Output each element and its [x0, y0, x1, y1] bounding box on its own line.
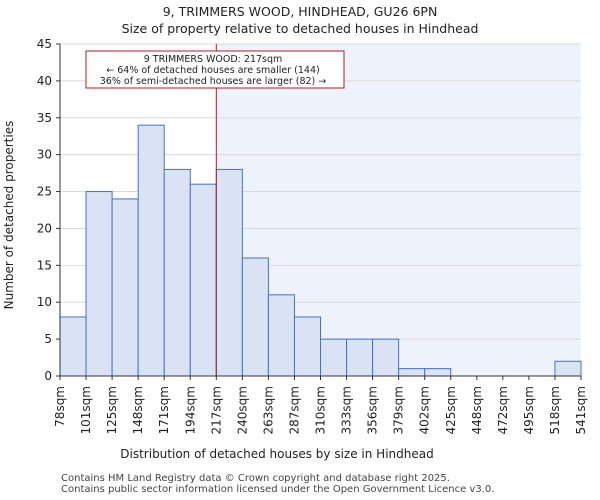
y-ticks: 0 5 10 15 20 25 30 35 40 45: [37, 37, 60, 383]
y-tick-label: 10: [37, 295, 52, 309]
x-tick-label: 148sqm: [131, 386, 145, 434]
footer-line-2: Contains public sector information licen…: [61, 484, 495, 495]
x-tick-label: 101sqm: [79, 386, 93, 434]
x-axis-label: Distribution of detached houses by size …: [120, 447, 433, 461]
x-tick-label: 263sqm: [261, 386, 275, 434]
x-tick-label: 217sqm: [209, 386, 223, 434]
chart-subtitle: Size of property relative to detached ho…: [121, 21, 479, 36]
bar: [398, 368, 426, 377]
y-tick-label: 30: [37, 148, 52, 162]
x-tick-label: 78sqm: [53, 386, 67, 427]
y-tick-label: 5: [44, 332, 52, 346]
footer-line-1: Contains HM Land Registry data © Crown c…: [61, 473, 450, 484]
annotation-box: 9 TRIMMERS WOOD: 217sqm ← 64% of detache…: [85, 50, 345, 89]
bar: [137, 124, 165, 377]
bar: [59, 316, 87, 377]
x-tick-label: 240sqm: [235, 386, 249, 434]
y-tick-label: 0: [44, 369, 52, 383]
annotation-line-3: 36% of semi-detached houses are larger (…: [100, 76, 327, 87]
x-tick-label: 448sqm: [470, 386, 484, 434]
annotation-line-2: ← 64% of detached houses are smaller (14…: [106, 65, 319, 76]
x-tick-label: 125sqm: [105, 386, 119, 434]
bar: [346, 338, 374, 377]
y-tick-label: 35: [37, 111, 52, 125]
bars: [59, 124, 582, 377]
bar: [85, 191, 113, 377]
x-tick-label: 379sqm: [392, 386, 406, 434]
x-tick-label: 541sqm: [574, 386, 588, 434]
bar: [424, 368, 452, 377]
y-tick-label: 45: [37, 37, 52, 51]
x-tick-label: 310sqm: [314, 386, 328, 434]
x-tick-label: 194sqm: [183, 386, 197, 434]
x-tick-label: 495sqm: [522, 386, 536, 434]
x-tick-label: 356sqm: [366, 386, 380, 434]
bar: [241, 257, 269, 377]
y-tick-label: 20: [37, 221, 52, 235]
bar: [163, 168, 191, 377]
bar: [267, 294, 295, 377]
x-tick-label: 402sqm: [418, 386, 432, 434]
y-tick-label: 25: [37, 185, 52, 199]
chart-title: 9, TRIMMERS WOOD, HINDHEAD, GU26 6PN: [162, 4, 438, 19]
bar: [320, 338, 348, 377]
x-ticks: 78sqm 101sqm 125sqm 148sqm 171sqm 194sqm 217sq…: [53, 376, 588, 434]
y-tick-label: 40: [37, 74, 52, 88]
bar: [215, 168, 243, 377]
annotation-line-1: 9 TRIMMERS WOOD: 217sqm: [144, 54, 283, 65]
bar: [111, 198, 139, 377]
y-axis-label: Number of detached properties: [2, 121, 16, 310]
x-tick-label: 287sqm: [287, 386, 301, 434]
x-tick-label: 425sqm: [444, 386, 458, 434]
bar: [189, 183, 217, 377]
x-tick-label: 472sqm: [496, 386, 510, 434]
bar: [554, 360, 582, 377]
bar: [372, 338, 400, 377]
y-tick-label: 15: [37, 258, 52, 272]
bar: [293, 316, 322, 377]
x-tick-label: 518sqm: [548, 386, 562, 434]
x-tick-label: 333sqm: [340, 386, 354, 434]
x-tick-label: 171sqm: [157, 386, 171, 434]
